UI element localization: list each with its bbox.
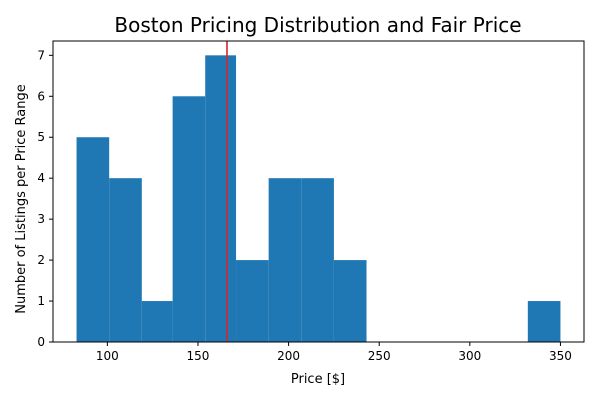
histogram-bar bbox=[268, 178, 302, 342]
y-tick-label: 7 bbox=[37, 48, 45, 62]
bars-group bbox=[76, 55, 561, 343]
x-tick-label: 150 bbox=[187, 349, 210, 363]
x-axis-title: Price [$] bbox=[291, 372, 345, 387]
y-tick-label: 6 bbox=[37, 89, 45, 103]
x-tick-label: 200 bbox=[277, 349, 300, 363]
axes-group: 100 150 200 250 300 350 0 1 2 3 4 5 6 7 bbox=[37, 40, 585, 363]
y-tick-label: 2 bbox=[37, 253, 45, 267]
histogram-bar bbox=[205, 55, 237, 342]
x-tick-label: 100 bbox=[96, 349, 119, 363]
histogram-bar bbox=[333, 260, 367, 342]
y-tick-label: 1 bbox=[37, 294, 45, 308]
x-tick-label: 300 bbox=[458, 349, 481, 363]
histogram-bar bbox=[236, 260, 269, 342]
histogram-bar bbox=[141, 301, 173, 342]
histogram-bar bbox=[76, 137, 110, 342]
y-tick-label: 5 bbox=[37, 130, 45, 144]
plot-frame bbox=[52, 40, 585, 343]
x-tick-label: 250 bbox=[368, 349, 391, 363]
histogram-bar bbox=[109, 178, 142, 342]
histogram-bar bbox=[527, 301, 561, 342]
y-tick-label: 4 bbox=[37, 171, 45, 185]
chart-title: Boston Pricing Distribution and Fair Pri… bbox=[114, 13, 521, 37]
y-tick-label: 0 bbox=[37, 335, 45, 349]
histogram-bar bbox=[301, 178, 334, 342]
y-tick-label: 3 bbox=[37, 212, 45, 226]
y-axis-title: Number of Listings per Price Range bbox=[14, 84, 29, 314]
histogram-bar bbox=[172, 96, 206, 343]
x-tick-label: 350 bbox=[549, 349, 572, 363]
